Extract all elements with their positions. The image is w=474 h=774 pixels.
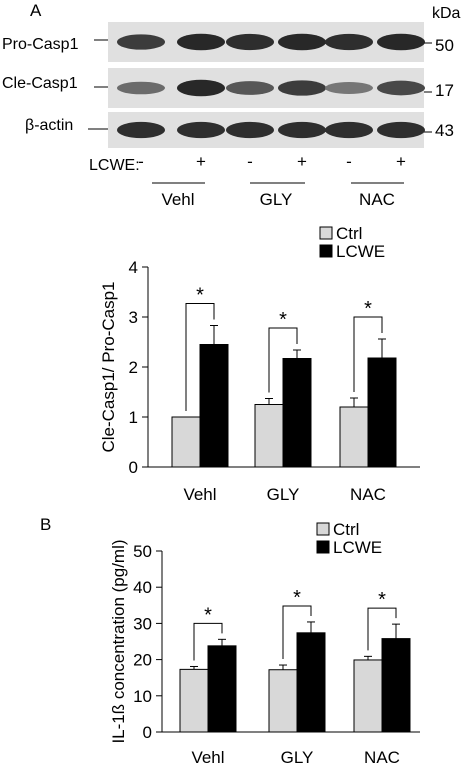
blot-band xyxy=(325,33,373,51)
legend-swatch-lcwe xyxy=(319,244,333,258)
blot-band xyxy=(377,121,425,139)
blot-label-beta-actin: β-actin xyxy=(25,117,73,134)
significance-bracket xyxy=(367,607,397,651)
kda-value-43: 43 xyxy=(435,121,454,140)
treatment-label: LCWE: xyxy=(89,157,140,174)
western-blot-panel: A kDa Pro-Casp1 Cle-Casp1 β-actin 50 17 … xyxy=(2,1,461,209)
kda-value-17: 17 xyxy=(435,81,454,100)
x-tick-label-vehl: Vehl xyxy=(183,485,216,504)
legend-label-lcwe: LCWE xyxy=(336,242,385,261)
kda-value-50: 50 xyxy=(435,36,454,55)
x-tick-label-nac: NAC xyxy=(350,485,386,504)
significance-star: * xyxy=(378,589,386,611)
lcwe-bar-gly xyxy=(296,632,326,733)
blot-band xyxy=(177,121,225,139)
treatment-sign-5: - xyxy=(346,152,352,171)
panel-a-label: A xyxy=(30,1,42,20)
y-tick-label: 2 xyxy=(129,358,138,377)
group-label-nac: NAC xyxy=(359,190,395,209)
y-tick-label: 50 xyxy=(133,542,152,561)
x-tick-label-gly: GLY xyxy=(267,485,300,504)
significance-star: * xyxy=(293,587,301,609)
legend-swatch-lcwe xyxy=(316,540,330,554)
y-tick-label: 30 xyxy=(133,614,152,633)
y-tick-label: 10 xyxy=(133,687,152,706)
blot-band xyxy=(177,79,225,97)
blot-band xyxy=(278,33,326,51)
significance-star: * xyxy=(279,309,287,331)
treatment-sign-4: + xyxy=(297,152,307,171)
blot-band xyxy=(117,121,165,139)
significance-star: * xyxy=(196,285,204,307)
significance-bracket xyxy=(185,303,215,411)
group-label-vehl: Vehl xyxy=(161,190,194,209)
x-tick-label-gly: GLY xyxy=(281,748,314,767)
y-tick-label: 1 xyxy=(129,408,138,427)
x-tick-label-vehl: Vehl xyxy=(191,748,224,767)
lcwe-bar-vehl xyxy=(199,344,229,468)
ctrl-bar-gly xyxy=(254,404,284,468)
legend-swatch-ctrl xyxy=(319,226,333,240)
treatment-sign-3: - xyxy=(247,152,253,171)
y-axis-label: IL-1ß concentration (pg/ml) xyxy=(109,539,128,743)
x-tick-label-nac: NAC xyxy=(364,748,400,767)
cle-casp1-ratio-chart: 0 1 2 3 4 Cle-Casp1/ Pro-Casp1 * Vehl * GLY * NAC Ct… xyxy=(99,224,420,504)
blot-label-cle-casp1: Cle-Casp1 xyxy=(2,75,78,92)
ctrl-bar-nac xyxy=(339,406,369,468)
group-label-gly: GLY xyxy=(260,190,293,209)
blot-band xyxy=(325,121,373,139)
y-tick-label: 3 xyxy=(129,308,138,327)
significance-bracket xyxy=(282,605,312,660)
treatment-sign-1: - xyxy=(138,152,144,171)
y-tick-label: 40 xyxy=(133,578,152,597)
ctrl-bar-gly xyxy=(268,669,298,733)
significance-bracket xyxy=(268,327,298,393)
blot-band xyxy=(117,81,165,95)
kda-label: kDa xyxy=(432,5,461,22)
legend-label-ctrl: Ctrl xyxy=(336,224,362,243)
blot-band xyxy=(377,80,425,96)
blot-band xyxy=(278,121,326,139)
treatment-sign-2: + xyxy=(196,152,206,171)
ctrl-bar-vehl xyxy=(171,416,201,468)
legend-label-ctrl: Ctrl xyxy=(333,520,359,539)
panel-b-label: B xyxy=(40,515,51,534)
blot-band xyxy=(278,80,326,96)
y-tick-label: 0 xyxy=(129,458,138,477)
blot-band xyxy=(117,34,165,50)
il1b-concentration-chart: 0 10 20 30 40 50 IL-1ß concentration (pg/ml) * V… xyxy=(109,520,420,767)
y-tick-label: 0 xyxy=(143,723,152,742)
blot-band xyxy=(226,121,274,139)
lcwe-bar-vehl xyxy=(207,645,237,733)
significance-bracket xyxy=(353,316,383,392)
legend-swatch-ctrl xyxy=(316,522,330,536)
blot-band xyxy=(177,33,225,51)
significance-star: * xyxy=(204,604,212,626)
significance-star: * xyxy=(364,298,372,320)
blot-band xyxy=(226,81,274,95)
treatment-sign-6: + xyxy=(396,152,406,171)
blot-band xyxy=(226,33,274,51)
y-tick-label: 4 xyxy=(129,258,138,277)
ctrl-bar-vehl xyxy=(179,668,209,733)
legend-label-lcwe: LCWE xyxy=(333,538,382,557)
ctrl-bar-nac xyxy=(353,659,383,733)
y-tick-label: 20 xyxy=(133,651,152,670)
significance-bracket xyxy=(193,622,223,661)
lcwe-bar-nac xyxy=(381,638,411,733)
y-axis-label: Cle-Casp1/ Pro-Casp1 xyxy=(99,281,118,452)
blot-label-pro-casp1: Pro-Casp1 xyxy=(2,36,79,53)
blot-band xyxy=(325,82,373,94)
lcwe-bar-gly xyxy=(282,358,312,468)
blot-band xyxy=(377,33,425,51)
lcwe-bar-nac xyxy=(367,357,397,468)
